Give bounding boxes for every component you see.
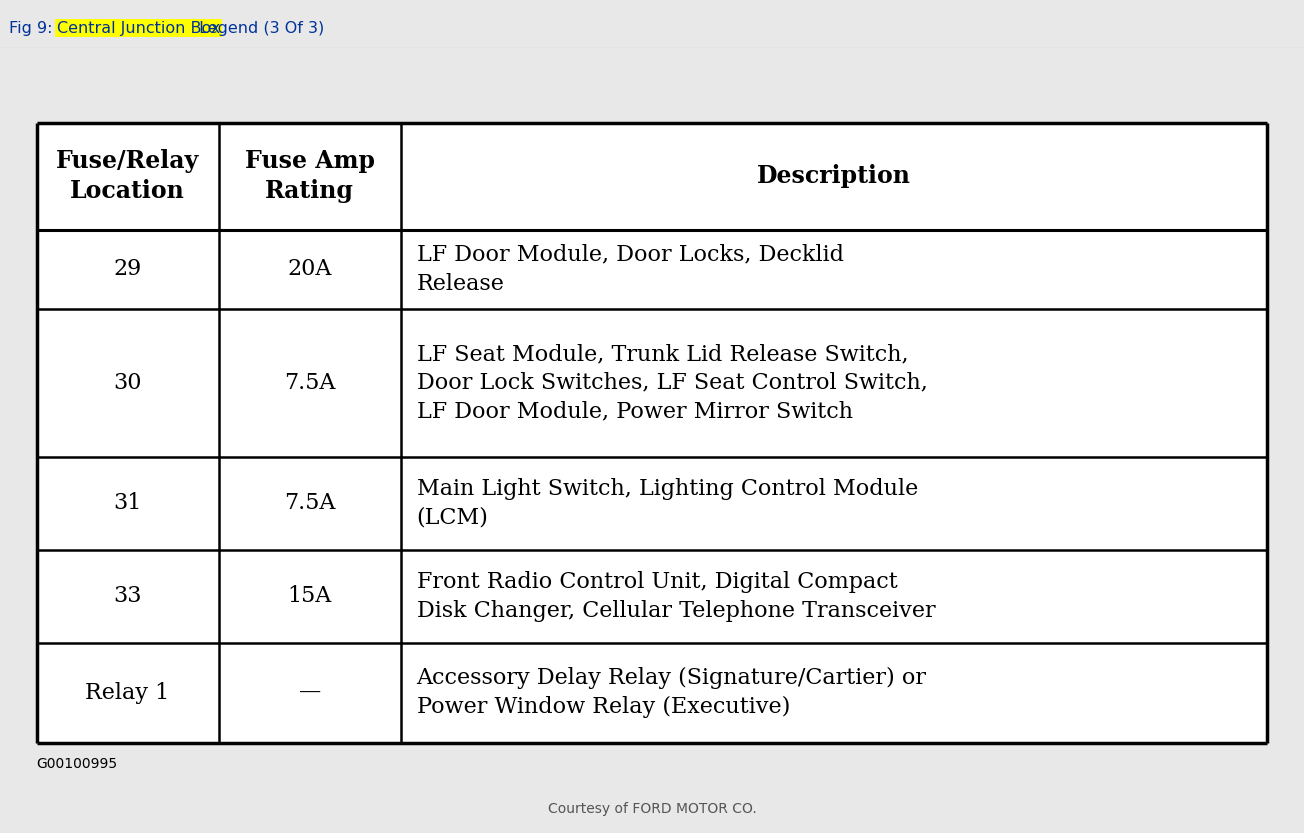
Text: 7.5A: 7.5A [284, 372, 335, 394]
Text: Accessory Delay Relay (Signature/Cartier) or
Power Window Relay (Executive): Accessory Delay Relay (Signature/Cartier… [416, 667, 927, 718]
Text: Legend (3 Of 3): Legend (3 Of 3) [194, 21, 325, 36]
Text: Fig 9:: Fig 9: [9, 21, 57, 36]
Text: Central Junction Box: Central Junction Box [57, 21, 220, 36]
Text: 33: 33 [113, 586, 142, 607]
Text: 20A: 20A [288, 258, 333, 280]
Text: Main Light Switch, Lighting Control Module
(LCM): Main Light Switch, Lighting Control Modu… [416, 478, 918, 529]
Text: Fuse/Relay
Location: Fuse/Relay Location [56, 149, 200, 203]
Text: LF Seat Module, Trunk Lid Release Switch,
Door Lock Switches, LF Seat Control Sw: LF Seat Module, Trunk Lid Release Switch… [416, 343, 927, 422]
Text: LF Door Module, Door Locks, Decklid
Release: LF Door Module, Door Locks, Decklid Rele… [416, 244, 844, 295]
Text: 30: 30 [113, 372, 142, 394]
Text: —: — [299, 682, 321, 704]
Text: 31: 31 [113, 492, 142, 515]
Text: G00100995: G00100995 [37, 757, 117, 771]
Bar [37, 122, 1267, 743]
Text: Description: Description [758, 164, 911, 188]
Text: Front Radio Control Unit, Digital Compact
Disk Changer, Cellular Telephone Trans: Front Radio Control Unit, Digital Compac… [416, 571, 935, 621]
Text: 7.5A: 7.5A [284, 492, 335, 515]
Text: Courtesy of FORD MOTOR CO.: Courtesy of FORD MOTOR CO. [548, 802, 756, 816]
Text: 15A: 15A [288, 586, 333, 607]
Text: 29: 29 [113, 258, 142, 280]
Text: Relay 1: Relay 1 [86, 682, 170, 704]
Text: Fuse Amp
Rating: Fuse Amp Rating [245, 149, 374, 203]
